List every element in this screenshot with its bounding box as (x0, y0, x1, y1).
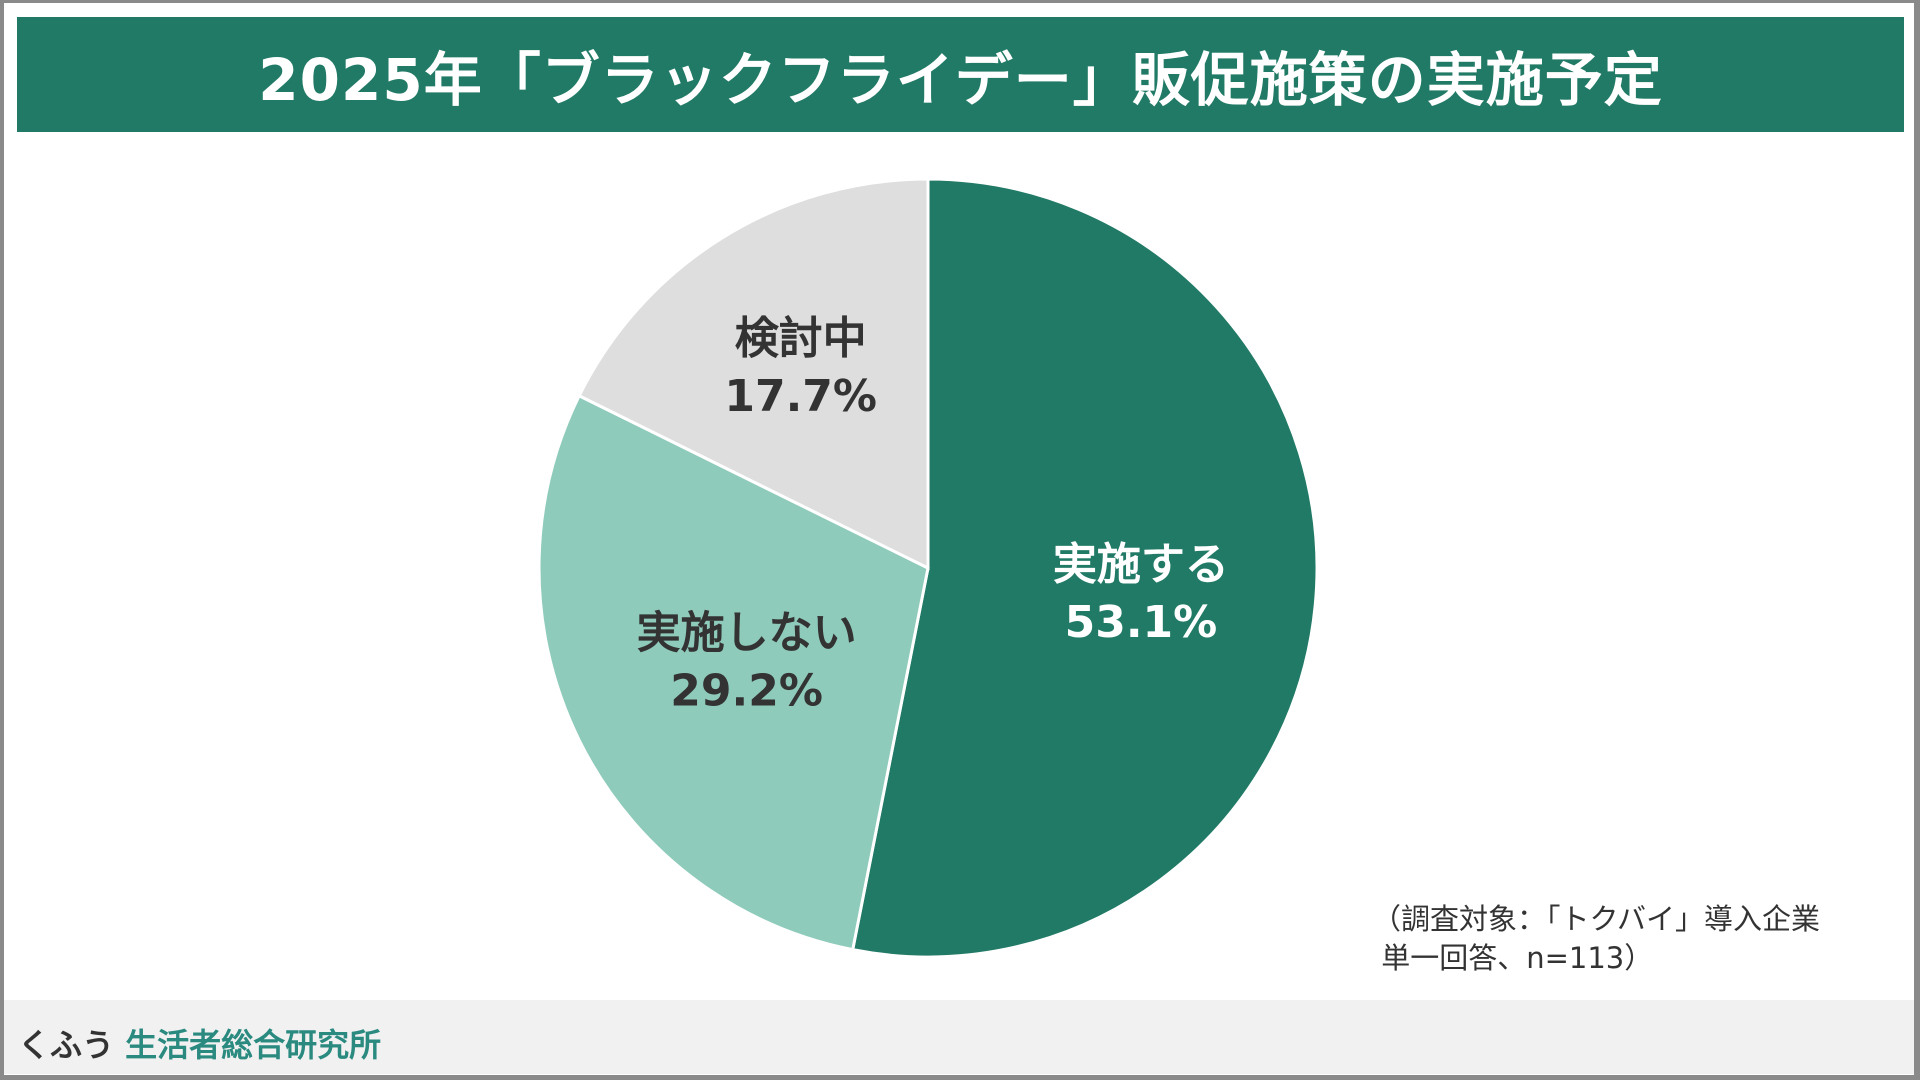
pie-slice (537, 393, 930, 952)
slice-value: 17.7% (724, 371, 877, 422)
pie-slice (577, 177, 930, 571)
footer: くふう 生活者総合研究所 (4, 1000, 1914, 1074)
slice-label: 検討中 (735, 313, 867, 364)
brand-name: 生活者総合研究所 (125, 1026, 382, 1064)
pie-slice (850, 177, 1319, 959)
slice-value: 29.2% (670, 666, 823, 717)
brand-logo: くふう 生活者総合研究所 (18, 1020, 381, 1066)
slice-label: 実施する (1053, 539, 1229, 590)
slice-value: 53.1% (1065, 597, 1218, 648)
brand-prefix: くふう (18, 1026, 115, 1064)
slice-label: 実施しない (637, 608, 857, 659)
chart-title: 2025年「ブラックフライデー」販促施策の実施予定 (17, 17, 1904, 132)
survey-note: （調査対象：「トクバイ」導入企業 単一回答、n=113） (1372, 902, 1821, 975)
